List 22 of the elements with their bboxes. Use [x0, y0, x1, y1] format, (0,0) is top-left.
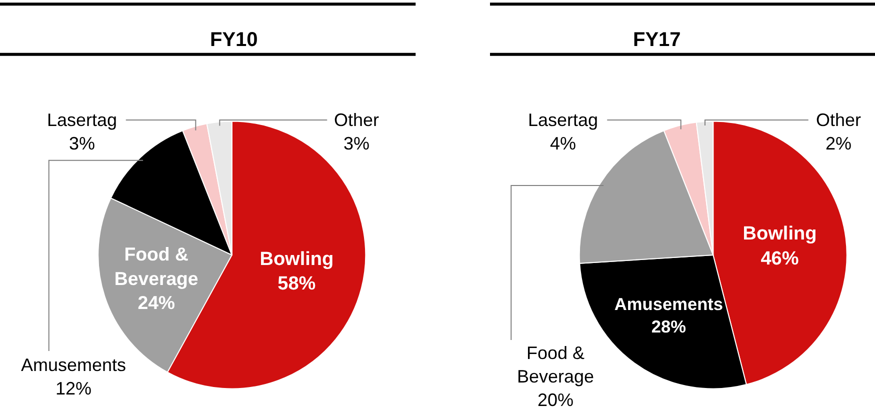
slice-label: Bowling: [260, 248, 334, 270]
slice-label: Other: [334, 110, 380, 130]
data-label: 24%: [138, 292, 176, 314]
data-label: 46%: [760, 248, 799, 270]
slice-label: Food & Beverage: [114, 244, 198, 289]
slice-label: Food & Beverage: [517, 343, 594, 386]
data-label: 2%: [826, 133, 852, 154]
data-label: 3%: [69, 133, 96, 154]
data-label: 58%: [278, 273, 316, 294]
chart-title: FY17: [633, 29, 681, 51]
data-label: 3%: [344, 133, 370, 154]
data-label: 20%: [538, 390, 574, 410]
data-label: 28%: [651, 316, 686, 336]
slice-label: Lasertag: [47, 110, 118, 130]
data-label: 12%: [56, 378, 92, 398]
slice-label: Lasertag: [528, 110, 598, 130]
slice-label: Bowling: [742, 224, 817, 245]
slice-label: Amusements: [21, 355, 126, 375]
data-label: 4%: [550, 133, 576, 154]
slice-label: Other: [816, 110, 862, 130]
slice-label: Amusements: [614, 294, 724, 314]
chart-title: FY10: [210, 29, 258, 51]
